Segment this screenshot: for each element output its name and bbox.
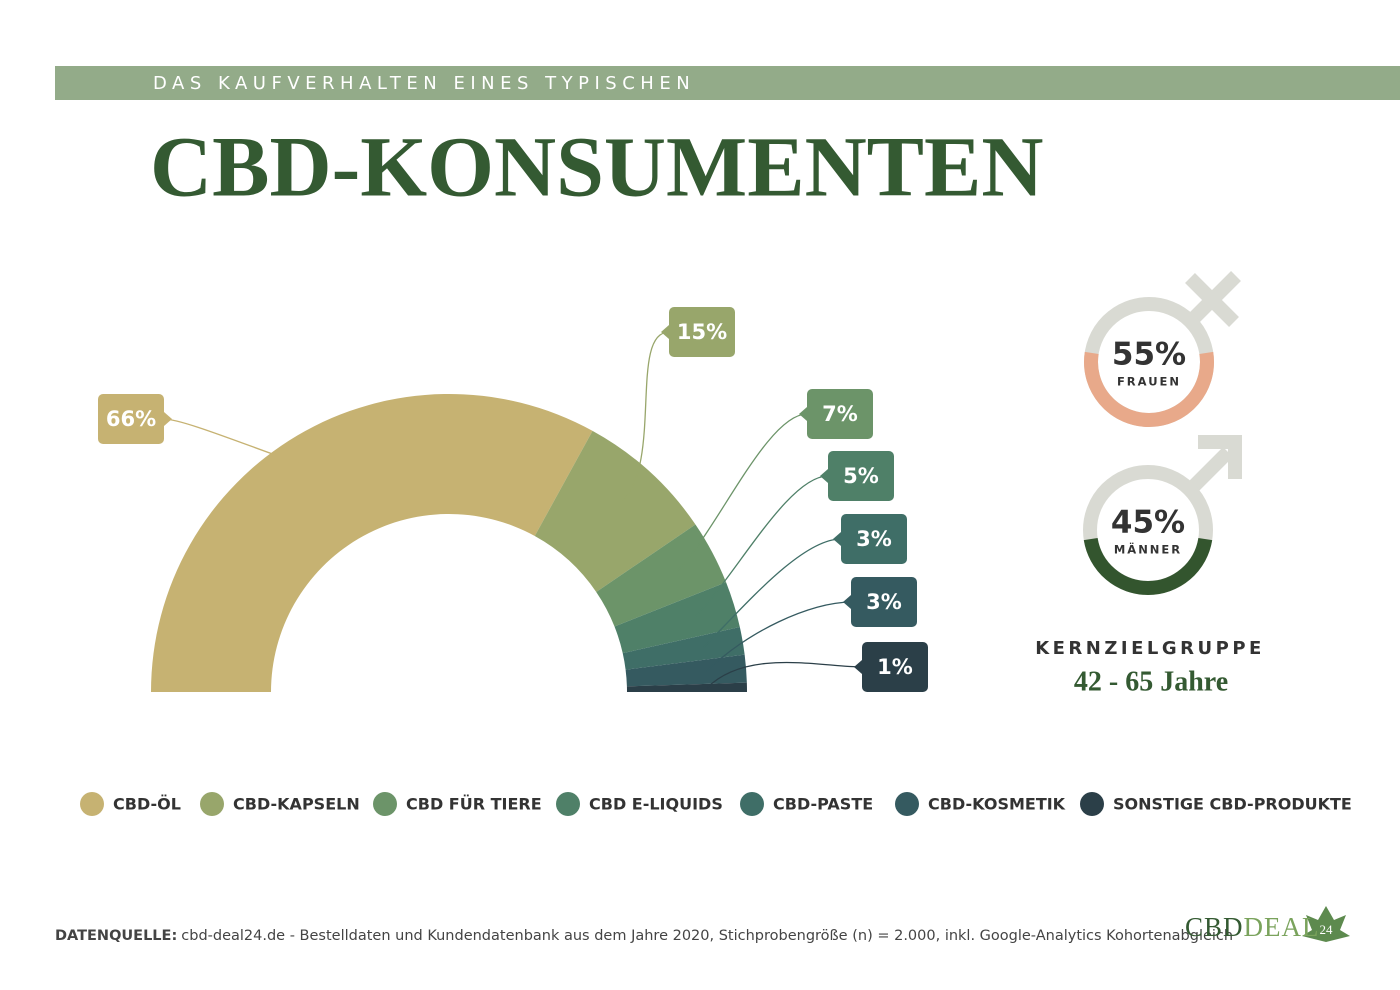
logo-badge: 24 [1320,922,1334,937]
target-value: 42 - 65 Jahre [1074,666,1228,697]
label-box [862,642,928,692]
donut-segment [596,524,727,627]
label-box [828,451,894,501]
donut-segment [622,626,745,670]
logo-leaf [1302,906,1350,942]
leader-line [702,538,842,649]
source-text: cbd-deal24.de - Bestelldaten und Kundend… [181,928,1233,944]
ring-value: 45% [1111,505,1185,541]
legend-label: CBD-KAPSELN [233,795,360,814]
logo-part1: CBD [1185,912,1244,942]
legend-swatch [1080,792,1104,816]
label-pointer [854,660,862,674]
ring-value: 55% [1112,337,1186,373]
mars-symbol [1185,435,1242,495]
value-label: 15% [677,320,727,344]
donut-segment [151,393,593,692]
footer-source: DATENQUELLE: cbd-deal24.de - Bestelldaten… [55,928,1233,944]
source-label: DATENQUELLE: [55,928,177,944]
label-box [841,514,907,564]
donut-segment [534,430,696,592]
label-pointer [799,407,807,421]
leader-line [622,331,670,502]
legend-swatch [895,792,919,816]
label-box [98,394,164,444]
value-label: 7% [822,402,858,426]
value-label: 66% [106,407,156,431]
leader-line [163,418,318,471]
leader-line [705,601,852,673]
title: CBD-KONSUMENTEN [150,119,1044,215]
legend-swatch [373,792,397,816]
logo-text: CBDDEAL [1185,912,1320,942]
value-label: 1% [877,655,913,679]
label-box [669,307,735,357]
ring-category: MÄNNER [1114,542,1182,557]
donut-segment [626,682,747,692]
label-pointer [843,595,851,609]
donut-segment [614,582,740,654]
value-label: 5% [843,464,879,488]
legend-label: CBD-ÖL [113,795,181,814]
value-label: 3% [866,590,902,614]
logo: CBDDEAL 24 [1185,906,1350,942]
ring-category: FRAUEN [1117,375,1181,389]
logo-part2: DEAL [1244,912,1320,942]
ring-arc [1083,537,1213,596]
label-pointer [820,469,828,483]
leader-line [706,661,863,689]
legend-label: CBD-KOSMETIK [928,795,1066,814]
venus-symbol [1185,271,1241,327]
legend-label: CBD E-LIQUIDS [589,795,723,814]
legend-label: SONSTIGE CBD-PRODUKTE [1113,795,1352,814]
legend-swatch [740,792,764,816]
label-box [851,577,917,627]
ring-arc [1084,351,1214,427]
legend-swatch [200,792,224,816]
legend-label: CBD FÜR TIERE [406,795,542,814]
kicker: DAS KAUFVERHALTEN EINES TYPISCHEN [153,73,695,94]
label-pointer [833,532,841,546]
header-band [55,66,1400,100]
label-pointer [661,325,669,339]
label-box [807,389,873,439]
legend-label: CBD-PASTE [773,795,873,814]
value-label: 3% [856,527,892,551]
legend-swatch [80,792,104,816]
label-pointer [164,412,172,426]
leader-line [695,475,829,617]
leader-line [676,413,808,572]
target-label: KERNZIELGRUPPE [1035,638,1265,659]
legend-swatch [556,792,580,816]
